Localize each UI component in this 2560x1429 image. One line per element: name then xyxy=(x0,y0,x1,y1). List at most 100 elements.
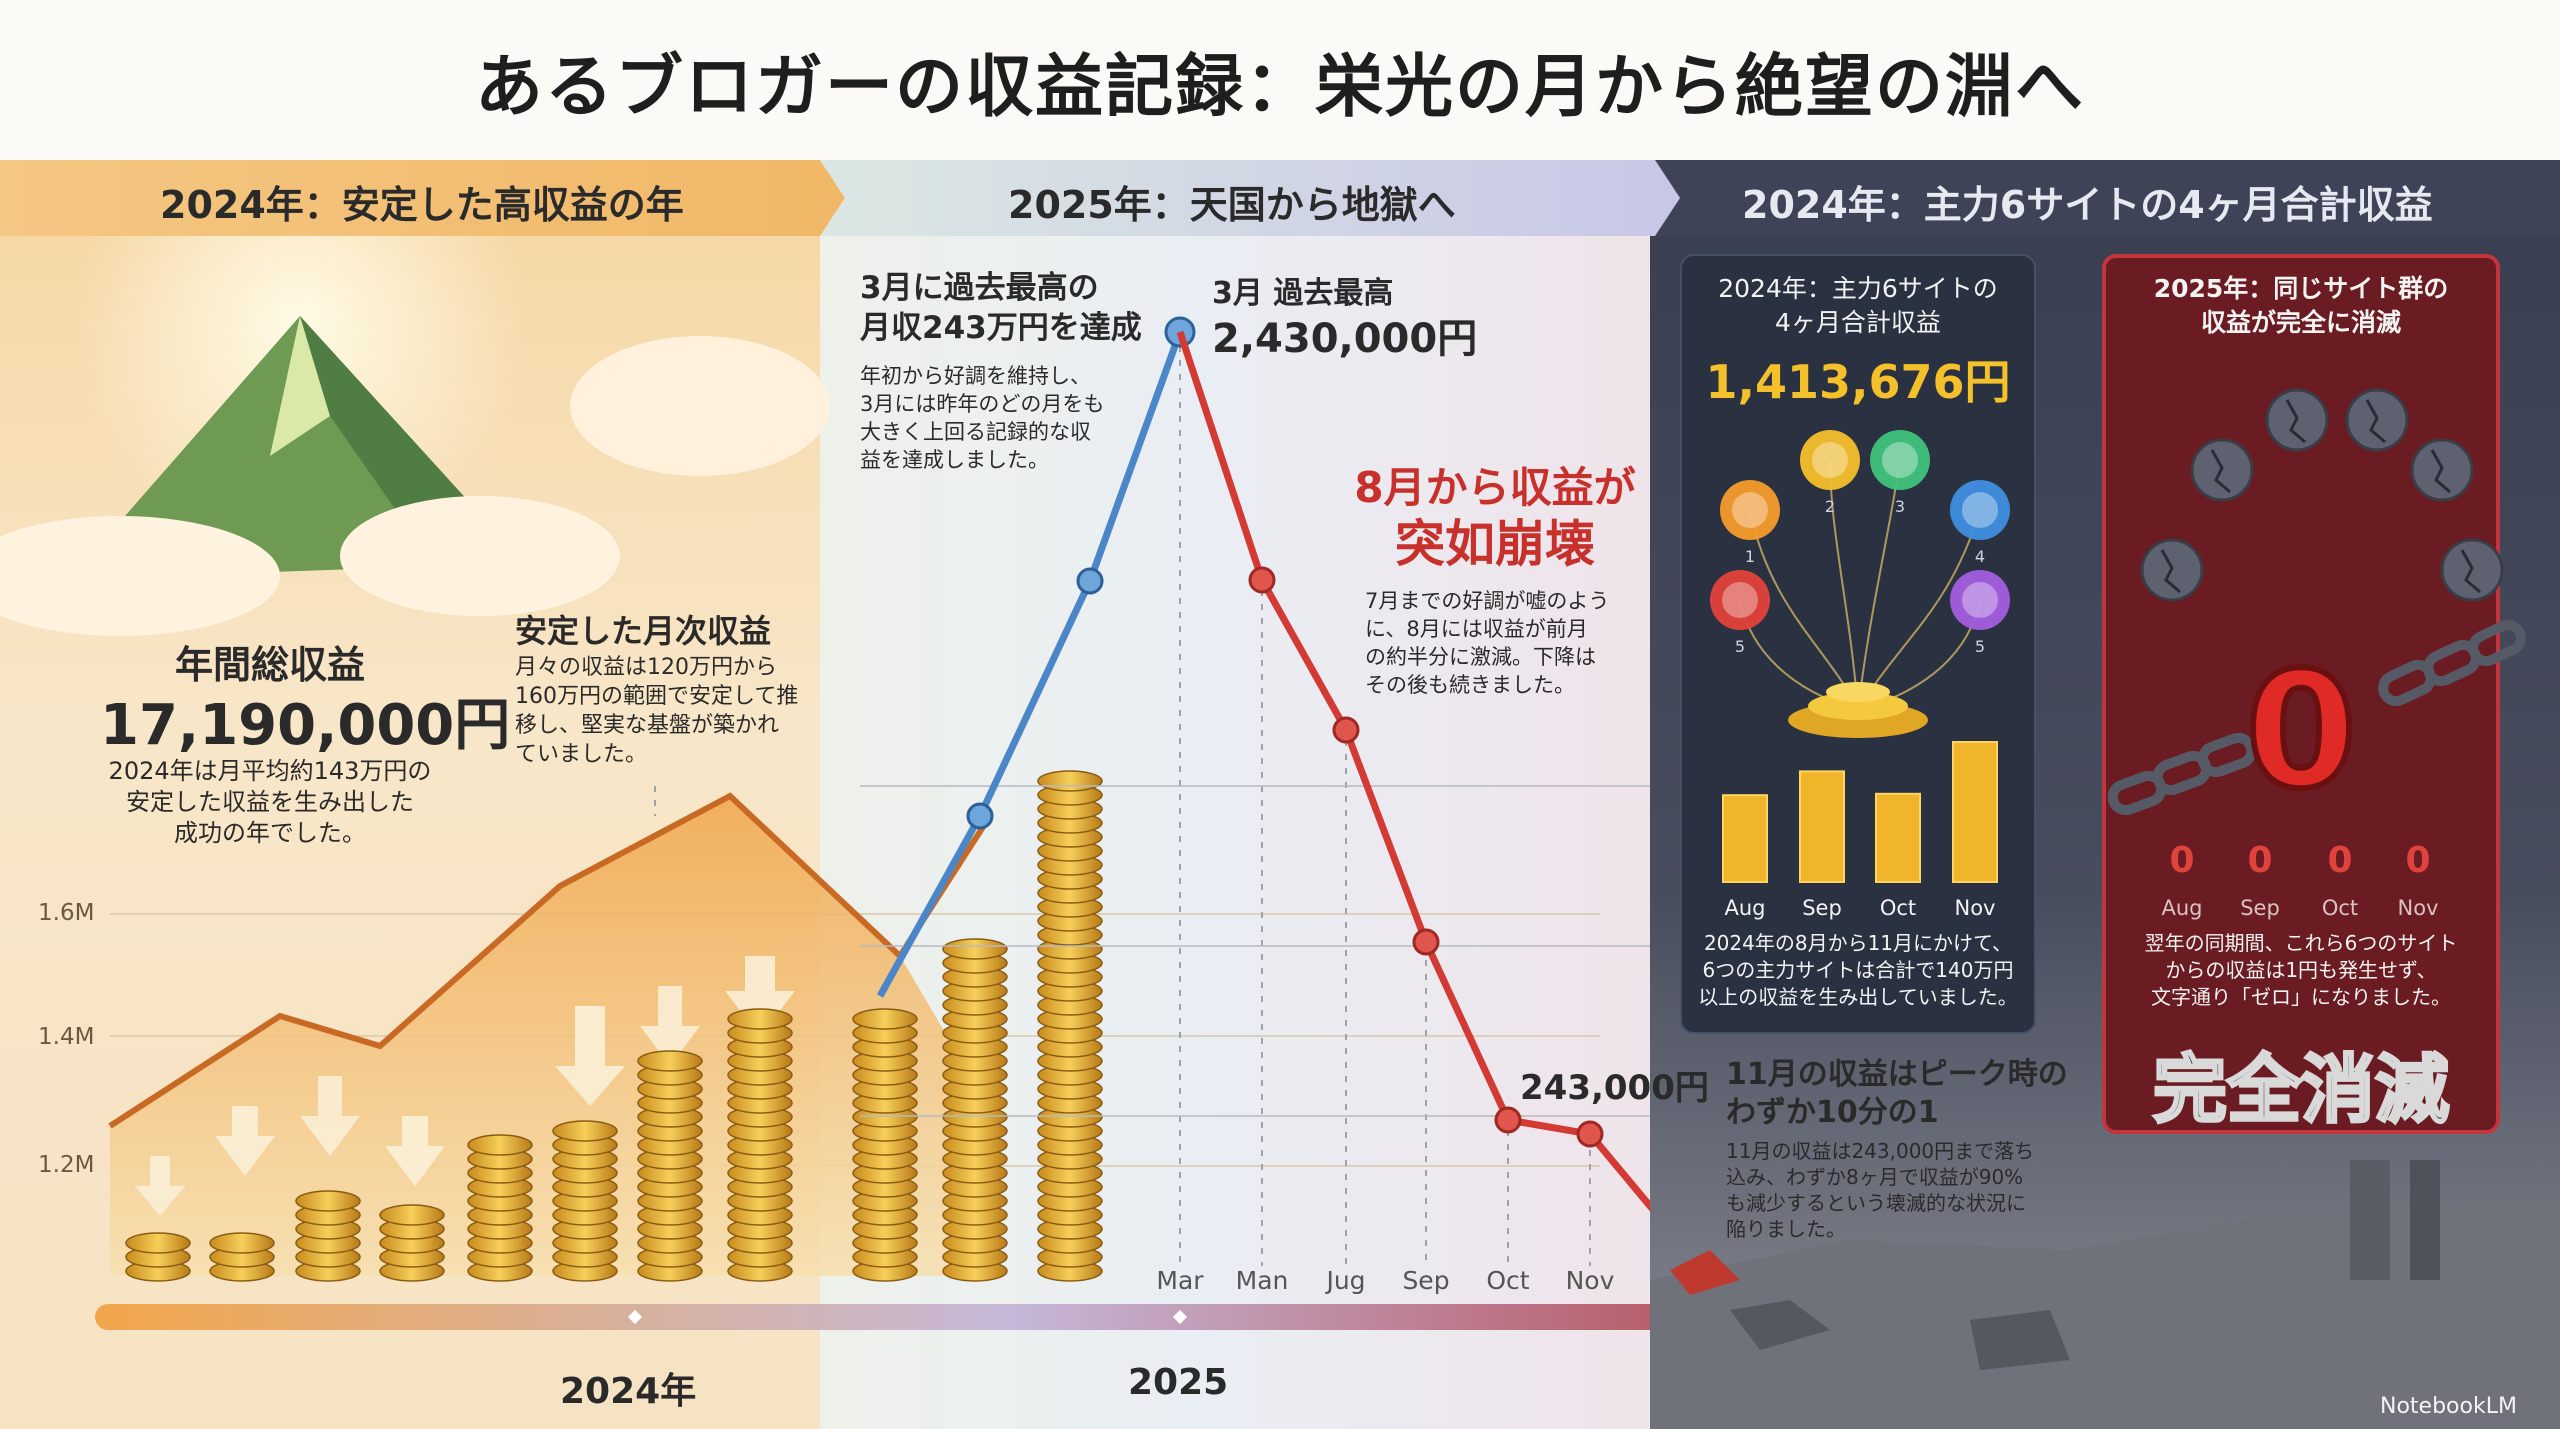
x-tick-label: Oct xyxy=(1486,1266,1530,1295)
coin-stack xyxy=(125,1232,191,1282)
nov-value: 243,000円 xyxy=(1520,1068,1709,1108)
broken-chain-icon xyxy=(2107,619,2526,816)
x-tick-label: Mar xyxy=(1156,1266,1204,1295)
collapse-title: 8月から収益が 突如崩壊 xyxy=(1354,463,1636,573)
nov-description: 11月の収益は243,000円まで落ち 込み、わずか8ヶ月で収益が90% も減少する… xyxy=(1726,1139,2035,1241)
timeline-label-2024: 2024年 xyxy=(560,1371,697,1412)
broken-orb-icon xyxy=(2410,438,2474,502)
fall-marker xyxy=(1494,1106,1522,1134)
site-orb-icon: 3 xyxy=(1870,430,1930,516)
fall-marker xyxy=(1412,928,1440,956)
record-description: 年初から好調を維持し、 3月には昨年のどの月をも 大きく上回る記録的な収 益を達成しま… xyxy=(860,364,1105,472)
x-tick-label: Sep xyxy=(1402,1266,1450,1295)
site-orb-icon: 2 xyxy=(1800,430,1860,516)
coin-stack xyxy=(379,1204,445,1282)
y-tick-3: 1.2M xyxy=(38,1152,95,1178)
panel-2025-zero: 0 xyxy=(2405,840,2431,881)
site-orb-icon: 5 xyxy=(1710,570,1770,656)
svg-text:1: 1 xyxy=(1745,547,1755,566)
panel-2025-month: Oct xyxy=(2321,896,2359,920)
coin-stack xyxy=(727,1008,793,1282)
fall-markers xyxy=(1248,566,1604,1148)
coin-stack xyxy=(467,1134,533,1282)
panel-2025-month: Aug xyxy=(2161,896,2203,920)
fall-marker xyxy=(1248,566,1276,594)
coin-stack xyxy=(295,1190,361,1282)
brand-label: NotebookLM xyxy=(2380,1394,2517,1419)
main-illustration xyxy=(0,236,1650,1330)
page-title: あるブロガーの収益記録：栄光の月から絶望の淵へ xyxy=(0,0,2560,160)
coin-stack xyxy=(552,1120,618,1282)
broken-orb-icon xyxy=(2190,438,2254,502)
y-tick-2: 1.4M xyxy=(38,1024,95,1050)
panel-2024-month: Aug xyxy=(1724,896,1766,920)
panel-2025-title: 2025年：同じサイト群の 収益が完全に消滅 xyxy=(2153,274,2449,337)
panel-2024-bar xyxy=(1875,792,1921,883)
zero-value: 0 xyxy=(2242,637,2359,824)
svg-text:3: 3 xyxy=(1895,497,1905,516)
panel-2025-month: Nov xyxy=(2397,896,2439,920)
panel-2024-bar xyxy=(1722,794,1768,884)
annual-description: 2024年は月平均約143万円の 安定した収益を生み出した 成功の年でした。 xyxy=(108,757,432,847)
panel-2025-zero: 0 xyxy=(2327,840,2353,881)
svg-text:4: 4 xyxy=(1975,547,1985,566)
ruins-ground xyxy=(1650,1160,2560,1429)
panel-2024-bar xyxy=(1799,770,1845,883)
rise-line xyxy=(876,330,1184,998)
monthly-description: 月々の収益は120万円から 160万円の範囲で安定して推 移し、堅実な基盤が築かれて… xyxy=(515,655,799,767)
coin-stack xyxy=(942,938,1008,1282)
site-orb-icon: 1 xyxy=(1720,480,1780,566)
broken-orbs xyxy=(2140,388,2504,602)
section-label-sites: 2024年：主力6サイトの4ヶ月合計収益 xyxy=(1742,183,2433,227)
mid-guides xyxy=(654,346,1591,1266)
x-tick-label: Man xyxy=(1235,1266,1289,1295)
panel-2024-sites xyxy=(1680,254,2036,1034)
panel-2024-bars xyxy=(1722,741,1998,884)
svg-text:2: 2 xyxy=(1825,497,1835,516)
site-orb-icon: 5 xyxy=(1950,570,2010,656)
x-tick-label: Jug xyxy=(1326,1266,1366,1295)
broken-orb-icon xyxy=(2265,388,2329,452)
site-orb-icon: 4 xyxy=(1950,480,2010,566)
coin-stack xyxy=(209,1232,275,1282)
panel-2025-zero: 0 xyxy=(2169,840,2195,881)
stamp-text: 完全消滅 xyxy=(2152,1046,2451,1135)
panel-2024-bar xyxy=(1952,741,1998,883)
svg-text:5: 5 xyxy=(1975,637,1985,656)
panel-2025-zero: 0 xyxy=(2247,840,2273,881)
record-title: 3月に過去最高の 月収243万円を達成 xyxy=(860,270,1142,346)
rise-markers xyxy=(966,316,1196,830)
panel-2024-month: Oct xyxy=(1879,896,1917,920)
peak-value: 2,430,000円 xyxy=(1212,316,1478,362)
panel-2024-month: Sep xyxy=(1802,896,1842,920)
panel-2025-month: Sep xyxy=(2240,896,2280,920)
section-label-2025: 2025年：天国から地獄へ xyxy=(1008,183,1456,227)
section-label-2024: 2024年：安定した高収益の年 xyxy=(160,183,684,227)
nov-title: 11月の収益はピーク時の わずか10分の1 xyxy=(1726,1057,2068,1130)
coin-stacks xyxy=(125,770,1103,1282)
broken-orb-icon xyxy=(2440,538,2504,602)
section-band xyxy=(0,160,2560,236)
broken-orb-icon xyxy=(2140,538,2204,602)
timeline-label-2025: 2025 xyxy=(1128,1362,1229,1403)
y-tick-1: 1.6M xyxy=(38,900,95,926)
panel-2024-value: 1,413,676円 xyxy=(1705,355,2011,409)
coin-stack xyxy=(852,1008,918,1282)
timeline-bar xyxy=(95,1304,1650,1330)
panel-2024-month: Nov xyxy=(1954,896,1996,920)
broken-orb-icon xyxy=(2345,388,2409,452)
monthly-title: 安定した月次収益 xyxy=(515,612,772,650)
site-orbs: 1 2 3 4 5 5 xyxy=(1710,430,2010,656)
up-arrows xyxy=(135,956,795,1216)
panel-2025-description: 翌年の同期間、これら6つのサイト からの収益は1円も発生せず、 文字通り「ゼロ」にな… xyxy=(2144,931,2458,1009)
fall-marker xyxy=(1332,716,1360,744)
annual-value: 17,190,000円 xyxy=(100,693,511,758)
panel-2024-description: 2024年の8月から11月にかけて、 6つの主力サイトは合計で140万円 以上の収益… xyxy=(1698,931,2018,1009)
annual-title: 年間総収益 xyxy=(175,643,366,687)
collapse-description: 7月までの好調が嘘のよう に、8月には収益が前月 の約半分に激減。下降は その後も続き… xyxy=(1365,589,1610,697)
svg-text:5: 5 xyxy=(1735,637,1745,656)
panel-2025-graphic xyxy=(2107,388,2526,816)
coin-stack xyxy=(1037,770,1103,1282)
fall-marker xyxy=(1576,1120,1604,1148)
peak-label: 3月 過去最高 xyxy=(1212,276,1394,311)
